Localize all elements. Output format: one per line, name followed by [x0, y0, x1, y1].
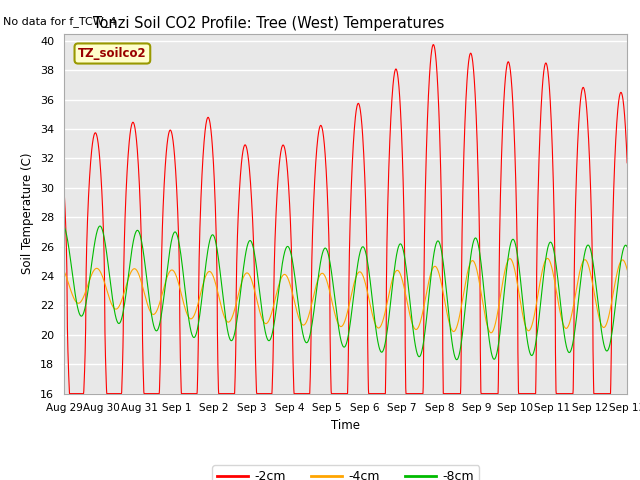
- -2cm: [60, 185, 68, 191]
- X-axis label: Time: Time: [331, 419, 360, 432]
- -8cm: [374, 341, 382, 347]
- -8cm: [589, 263, 597, 269]
- -2cm: [510, 119, 518, 125]
- Line: -8cm: -8cm: [64, 226, 627, 360]
- -4cm: [543, 255, 551, 261]
- -8cm: [218, 279, 225, 285]
- Legend: -2cm, -4cm, -8cm: -2cm, -4cm, -8cm: [212, 465, 479, 480]
- -4cm: [362, 282, 370, 288]
- -4cm: [60, 268, 68, 274]
- -8cm: [362, 251, 370, 257]
- Text: TZ_soilco2: TZ_soilco2: [78, 47, 147, 60]
- -2cm: [429, 42, 437, 48]
- -2cm: [374, 391, 382, 396]
- -8cm: [96, 223, 104, 229]
- -8cm: [623, 244, 631, 250]
- -8cm: [452, 357, 460, 362]
- Line: -4cm: -4cm: [64, 258, 627, 333]
- -4cm: [574, 278, 582, 284]
- -4cm: [487, 330, 495, 336]
- Y-axis label: Soil Temperature (C): Soil Temperature (C): [22, 153, 35, 275]
- Text: No data for f_TCW_4: No data for f_TCW_4: [3, 16, 116, 27]
- -8cm: [510, 237, 518, 242]
- -4cm: [623, 267, 631, 273]
- -2cm: [66, 391, 74, 396]
- -2cm: [362, 214, 370, 219]
- -2cm: [574, 136, 582, 142]
- -4cm: [374, 325, 382, 331]
- -2cm: [623, 160, 631, 166]
- -8cm: [60, 223, 68, 229]
- Line: -2cm: -2cm: [64, 45, 627, 394]
- -4cm: [217, 303, 225, 309]
- -4cm: [509, 262, 517, 268]
- -4cm: [589, 286, 597, 292]
- -2cm: [218, 391, 225, 396]
- Text: Tonzi Soil CO2 Profile: Tree (West) Temperatures: Tonzi Soil CO2 Profile: Tree (West) Temp…: [93, 16, 445, 31]
- -8cm: [574, 302, 582, 308]
- -2cm: [589, 380, 597, 386]
